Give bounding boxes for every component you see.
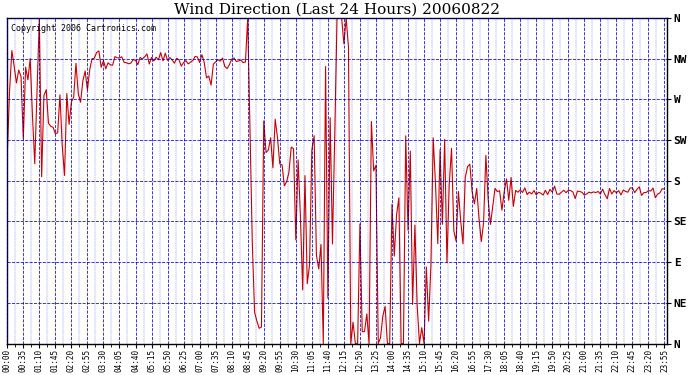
Title: Wind Direction (Last 24 Hours) 20060822: Wind Direction (Last 24 Hours) 20060822 xyxy=(174,3,500,17)
Text: Copyright 2006 Cartronics.com: Copyright 2006 Cartronics.com xyxy=(10,24,155,33)
